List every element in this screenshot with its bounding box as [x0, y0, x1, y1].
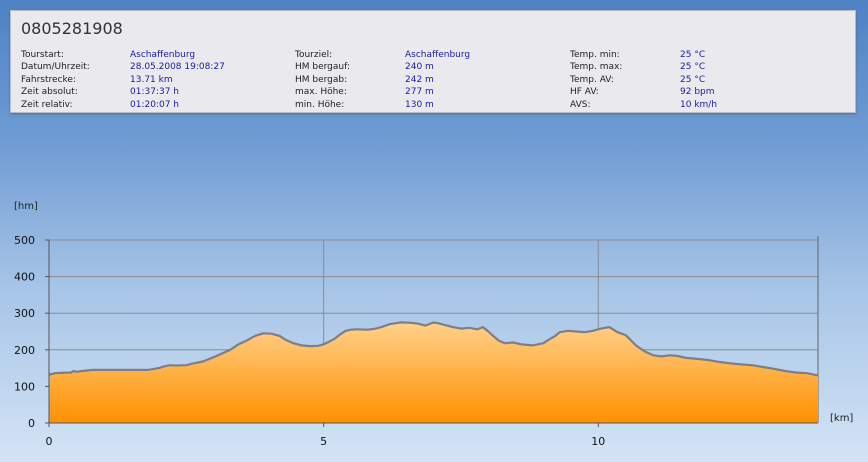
info-value: 10 km/h — [680, 99, 718, 110]
info-label: HM bergab: — [295, 74, 348, 85]
info-value: Aschaffenburg — [130, 50, 196, 60]
info-label: Zeit absolut: — [21, 87, 78, 98]
tour-title: 0805281908 — [21, 19, 123, 38]
tick-labels: 0 100 200 300 400 500 0 5 10 — [14, 234, 605, 448]
y-tick-label: 200 — [14, 344, 35, 357]
y-tick-label: 500 — [14, 234, 35, 247]
info-label: Zeit relativ: — [21, 99, 73, 110]
info-value: 130 m — [405, 99, 434, 110]
tour-info-panel: 0805281908 Tourstart: Aschaffenburg Datum… — [10, 10, 856, 113]
info-value: 242 m — [405, 74, 434, 85]
x-tick-label: 0 — [46, 435, 53, 448]
info-value: 01:37:37 h — [130, 87, 179, 98]
x-tick-label: 10 — [591, 435, 605, 448]
info-value: 25 °C — [680, 50, 706, 60]
info-value: 25 °C — [680, 74, 706, 85]
elevation-area — [49, 322, 818, 423]
x-axis-unit: [km] — [830, 413, 853, 424]
y-tick-label: 100 — [14, 380, 35, 393]
info-value: 92 bpm — [680, 87, 715, 98]
info-label: Temp. min: — [570, 50, 620, 60]
y-tick-label: 400 — [14, 271, 35, 284]
info-label: Tourstart: — [21, 50, 64, 60]
info-label: max. Höhe: — [295, 87, 347, 98]
info-label: HF AV: — [570, 87, 599, 98]
y-tick-label: 0 — [28, 417, 35, 430]
info-label: min. Höhe: — [295, 99, 345, 110]
axes — [45, 239, 818, 427]
info-label: Tourziel: — [295, 50, 333, 60]
info-value: 277 m — [405, 87, 434, 98]
info-value: 240 m — [405, 62, 434, 73]
info-label: Datum/Uhrzeit: — [21, 62, 90, 73]
x-tick-label: 5 — [320, 435, 327, 448]
info-label: Fahrstrecke: — [21, 74, 76, 85]
y-axis-unit: [hm] — [14, 201, 38, 212]
info-label: AVS: — [570, 99, 591, 110]
info-label: Temp. max: — [570, 62, 623, 73]
info-label: Temp. AV: — [570, 74, 614, 85]
info-value: Aschaffenburg — [405, 50, 471, 60]
y-tick-label: 300 — [14, 307, 35, 320]
info-value: 01:20:07 h — [130, 99, 179, 110]
info-value: 13.71 km — [130, 74, 173, 85]
info-label: HM bergauf: — [295, 62, 350, 73]
info-value: 28.05.2008 19:08:27 — [130, 62, 225, 73]
elevation-line — [48, 321, 819, 377]
info-value: 25 °C — [680, 62, 706, 73]
